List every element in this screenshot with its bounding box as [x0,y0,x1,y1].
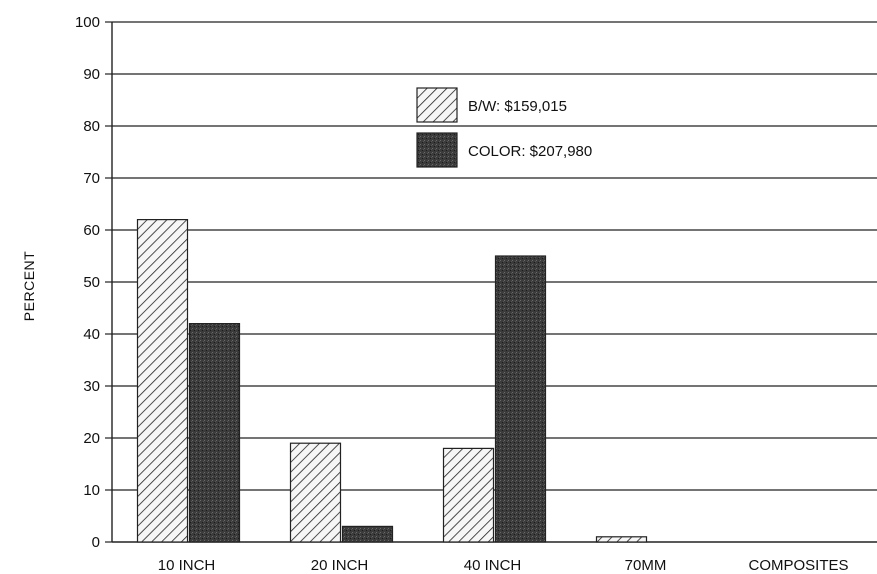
y-tick-label: 60 [83,222,100,239]
y-axis-label: PERCENT [21,251,37,321]
bar-color [188,323,241,543]
y-tick-label: 30 [83,378,100,395]
y-tick-label: 90 [83,66,100,83]
bar-bw [595,536,648,543]
y-tick-label: 70 [83,170,100,187]
legend: B/W: $159,015 COLOR: $207,980 [416,87,592,168]
x-tick-label: 20 INCH [311,557,369,574]
bar-bw [289,442,342,543]
legend-label-bw: B/W: $159,015 [468,98,567,115]
x-tick-label: 40 INCH [464,557,522,574]
x-axis-labels: 10 INCH 20 INCH 40 INCH 70MM COMPOSITES [158,557,849,574]
y-tick-label: 20 [83,430,100,447]
x-tick-label: 10 INCH [158,557,216,574]
y-tick-label: 40 [83,326,100,343]
bar-bw [442,447,495,543]
x-tick-label: 70MM [625,557,667,574]
legend-label-color: COLOR: $207,980 [468,143,592,160]
y-tick-label: 80 [83,118,100,135]
y-tick-label: 0 [92,534,100,551]
bar-bw [136,219,189,543]
y-tick-label: 10 [83,482,100,499]
y-axis-ticks: 0 10 20 30 40 50 60 70 80 90 100 [75,14,112,551]
bar-color [341,525,394,543]
bars [136,219,648,543]
legend-swatch-color [416,132,458,168]
legend-swatch-bw [416,87,458,123]
x-tick-label: COMPOSITES [748,557,848,574]
y-tick-label: 50 [83,274,100,291]
bar-color [494,255,547,543]
y-tick-label: 100 [75,14,100,31]
